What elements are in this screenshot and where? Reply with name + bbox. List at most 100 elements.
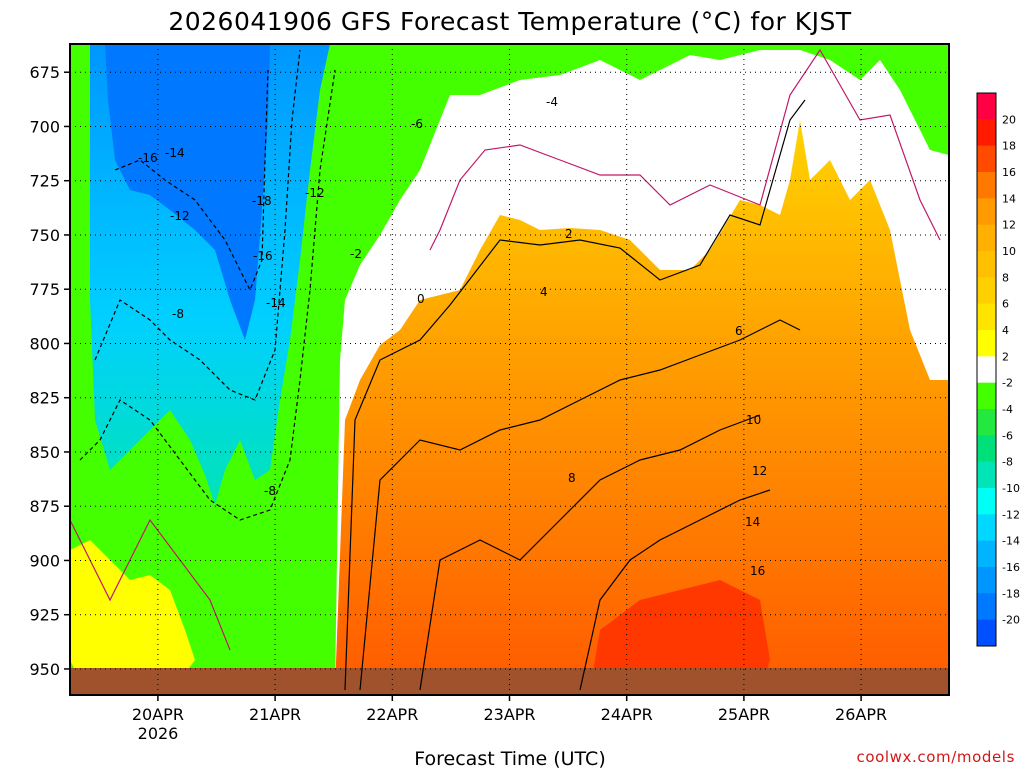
yellow-left-pocket [70, 540, 195, 680]
colorbar-label: -4 [1002, 403, 1013, 416]
y-tick-label: 900 [29, 551, 60, 570]
isotherm-6 [359, 319, 801, 691]
hot-core [590, 580, 770, 690]
colorbar-label: 4 [1002, 324, 1009, 337]
contour-label: 12 [752, 464, 767, 478]
colorbar-swatch [977, 356, 996, 384]
y-tick-label: 925 [29, 606, 60, 625]
colorbar-label: -14 [1002, 535, 1020, 548]
colorbar-label: -16 [1002, 561, 1020, 574]
colorbar-frame [976, 92, 997, 647]
x-tick-label: 24APR [601, 705, 653, 724]
colorbar-swatch [977, 593, 996, 621]
colorbar-swatch [977, 330, 996, 357]
colorbar-label: -2 [1002, 377, 1013, 390]
contour-label: -12 [305, 186, 325, 200]
colorbar-label: 16 [1002, 166, 1016, 179]
colorbar-swatch [977, 251, 996, 278]
y-tick-label: 800 [29, 334, 60, 353]
source-credit: coolwx.com/models [857, 748, 1016, 766]
isotherm-10 [419, 414, 761, 691]
colorbar-swatch [977, 567, 996, 594]
contour-label: -16 [138, 151, 158, 165]
colorbar-label: -8 [1002, 456, 1013, 469]
colorbar-swatch [977, 619, 996, 647]
colorbar-label: 12 [1002, 219, 1016, 232]
contour-label: 8 [568, 471, 576, 485]
contour-label: 14 [745, 515, 760, 529]
y-axis: 675 700 725 750 775 800 825 850 875 900 925 950 [29, 63, 70, 679]
colorbar-label: -18 [1002, 587, 1020, 600]
colorbar-swatch [977, 172, 996, 199]
colorbar-label: 18 [1002, 140, 1016, 153]
colorbar-swatch [977, 303, 996, 331]
colorbar-label: -12 [1002, 508, 1020, 521]
colorbar-label: 14 [1002, 192, 1016, 205]
zero-isotherm-upper [429, 48, 941, 251]
contour-label: 2 [565, 227, 573, 241]
colorbar-label: 6 [1002, 298, 1009, 311]
isotherm-minus-14 [114, 69, 269, 292]
colorbar-label: -10 [1002, 482, 1020, 495]
isotherm-minus-4 [79, 69, 336, 521]
colorbar-label: 2 [1002, 350, 1009, 363]
contour-label: 10 [746, 413, 761, 427]
colorbar-swatch [977, 224, 996, 252]
x-tick-label: 21APR [249, 705, 301, 724]
zero-isotherm-lower [70, 518, 231, 651]
contour-label: -2 [350, 247, 362, 261]
x-tick-label: 22APR [366, 705, 418, 724]
contour-label: -12 [170, 209, 190, 223]
colorbar-swatch [977, 145, 996, 173]
colorbar-swatch [977, 93, 996, 120]
x-axis-label: Forecast Time (UTC) [414, 748, 605, 768]
colorbar: 20 18 16 14 12 10 8 6 4 2 -2 -4 -6 -8 -10 -12 -14 -16 -18 -… [976, 92, 1020, 647]
isotherm-14 [579, 489, 771, 691]
terrain-ground [70, 668, 949, 695]
x-tick-label: 23APR [483, 705, 535, 724]
colorbar-swatch [977, 488, 996, 515]
contour-label: 4 [540, 285, 548, 299]
contour-label: 16 [750, 564, 765, 578]
grid-lines [70, 44, 949, 695]
y-tick-label: 750 [29, 226, 60, 245]
contour-label: -14 [165, 146, 185, 160]
chart-title: 2026041906 GFS Forecast Temperature (°C)… [168, 7, 852, 36]
y-tick-label: 850 [29, 443, 60, 462]
isotherm-2 [344, 99, 806, 691]
contour-labels: -16 -14 -12 -8 -18 -16 -14 -12 -8 -6 -4 … [138, 95, 767, 578]
x-tick-label: 25APR [718, 705, 770, 724]
y-tick-label: 675 [29, 63, 60, 82]
contour-label: -14 [266, 296, 286, 310]
colorbar-swatch [977, 435, 996, 463]
colorbar-swatch [977, 514, 996, 542]
colorbar-swatch [977, 540, 996, 568]
colorbar-swatch [977, 409, 996, 436]
y-tick-label: 775 [29, 280, 60, 299]
x-tick-label: 26APR [835, 705, 887, 724]
colorbar-label: -20 [1002, 614, 1020, 627]
colorbar-swatch [977, 461, 996, 489]
colorbar-swatch [977, 382, 996, 410]
colorbar-label: 8 [1002, 271, 1009, 284]
deep-cold-core [105, 44, 270, 340]
contour-lines [70, 48, 941, 691]
year-label: 2026 [138, 724, 179, 743]
y-tick-label: 700 [29, 117, 60, 136]
colorbar-label: 20 [1002, 113, 1016, 126]
contour-label: -16 [253, 249, 273, 263]
contour-label: 0 [417, 292, 425, 306]
colorbar-label: 10 [1002, 245, 1016, 258]
colorbar-label: -6 [1002, 429, 1013, 442]
y-tick-label: 875 [29, 497, 60, 516]
contour-label: 6 [735, 324, 743, 338]
colorbar-swatch [977, 277, 996, 305]
x-tick-label: 20APR [132, 705, 184, 724]
contour-label: -8 [172, 307, 184, 321]
y-tick-label: 725 [29, 172, 60, 191]
contour-label: -18 [252, 194, 272, 208]
plot-area [70, 44, 949, 695]
contour-label: -6 [411, 117, 423, 131]
contour-label: -8 [264, 484, 276, 498]
